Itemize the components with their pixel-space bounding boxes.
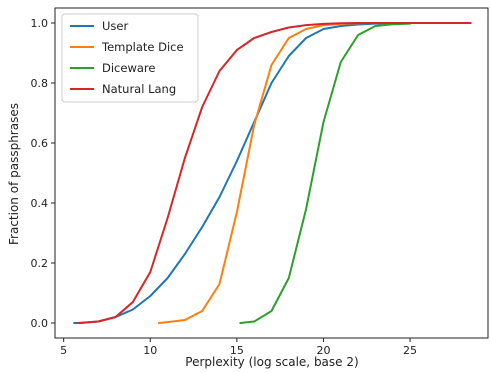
y-tick-label: 0.6 bbox=[31, 137, 49, 150]
y-tick-label: 0.0 bbox=[31, 317, 49, 330]
legend-label-template-dice: Template Dice bbox=[101, 40, 184, 54]
series-group bbox=[73, 22, 472, 324]
x-tick-label: 10 bbox=[143, 344, 157, 357]
axes: 5 10 15 20 25 0.0 0.2 0.4 0.6 0.8 1.0 bbox=[31, 7, 489, 357]
legend-box bbox=[61, 13, 199, 103]
y-tick-label: 1.0 bbox=[31, 17, 49, 30]
legend: User Template Dice Diceware Natural Lang bbox=[61, 13, 199, 103]
x-tick-label: 15 bbox=[230, 344, 244, 357]
x-tick-label: 20 bbox=[316, 344, 330, 357]
x-tick-label: 25 bbox=[403, 344, 417, 357]
legend-label-natural-lang: Natural Lang bbox=[102, 82, 176, 96]
plot-frame bbox=[54, 7, 489, 339]
x-tick-label: 5 bbox=[60, 344, 67, 357]
series-line-diceware bbox=[239, 22, 412, 324]
y-axis-label: Fraction of passphrases bbox=[7, 103, 21, 245]
series-line-user bbox=[73, 22, 412, 324]
y-tick-label: 0.8 bbox=[31, 77, 49, 90]
legend-label-diceware: Diceware bbox=[102, 61, 155, 75]
legend-label-user: User bbox=[102, 19, 128, 33]
y-tick-label: 0.2 bbox=[31, 257, 49, 270]
y-tick-label: 0.4 bbox=[31, 197, 49, 210]
x-axis-label: Perplexity (log scale, base 2) bbox=[185, 355, 358, 369]
series-line-natural-lang bbox=[76, 22, 472, 324]
